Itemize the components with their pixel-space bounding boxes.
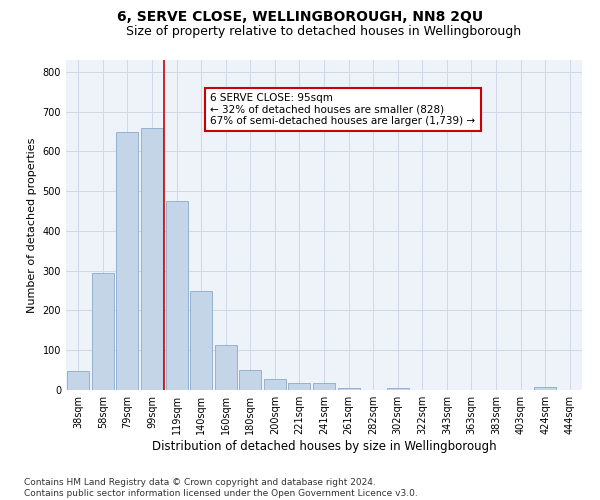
Bar bbox=[141, 128, 163, 390]
Y-axis label: Number of detached properties: Number of detached properties bbox=[27, 138, 37, 312]
Bar bbox=[92, 272, 114, 390]
Bar bbox=[338, 388, 359, 390]
Bar bbox=[116, 132, 139, 390]
Bar bbox=[67, 372, 89, 390]
Title: Size of property relative to detached houses in Wellingborough: Size of property relative to detached ho… bbox=[127, 25, 521, 38]
Text: Contains HM Land Registry data © Crown copyright and database right 2024.
Contai: Contains HM Land Registry data © Crown c… bbox=[24, 478, 418, 498]
Bar bbox=[215, 346, 237, 390]
Text: 6, SERVE CLOSE, WELLINGBOROUGH, NN8 2QU: 6, SERVE CLOSE, WELLINGBOROUGH, NN8 2QU bbox=[117, 10, 483, 24]
Bar bbox=[239, 370, 262, 390]
Bar bbox=[386, 388, 409, 390]
Bar bbox=[264, 379, 286, 390]
Text: 6 SERVE CLOSE: 95sqm
← 32% of detached houses are smaller (828)
67% of semi-deta: 6 SERVE CLOSE: 95sqm ← 32% of detached h… bbox=[211, 93, 476, 126]
Bar bbox=[289, 383, 310, 390]
Bar bbox=[534, 387, 556, 390]
Bar bbox=[166, 201, 188, 390]
Bar bbox=[190, 290, 212, 390]
Bar bbox=[313, 383, 335, 390]
X-axis label: Distribution of detached houses by size in Wellingborough: Distribution of detached houses by size … bbox=[152, 440, 496, 453]
